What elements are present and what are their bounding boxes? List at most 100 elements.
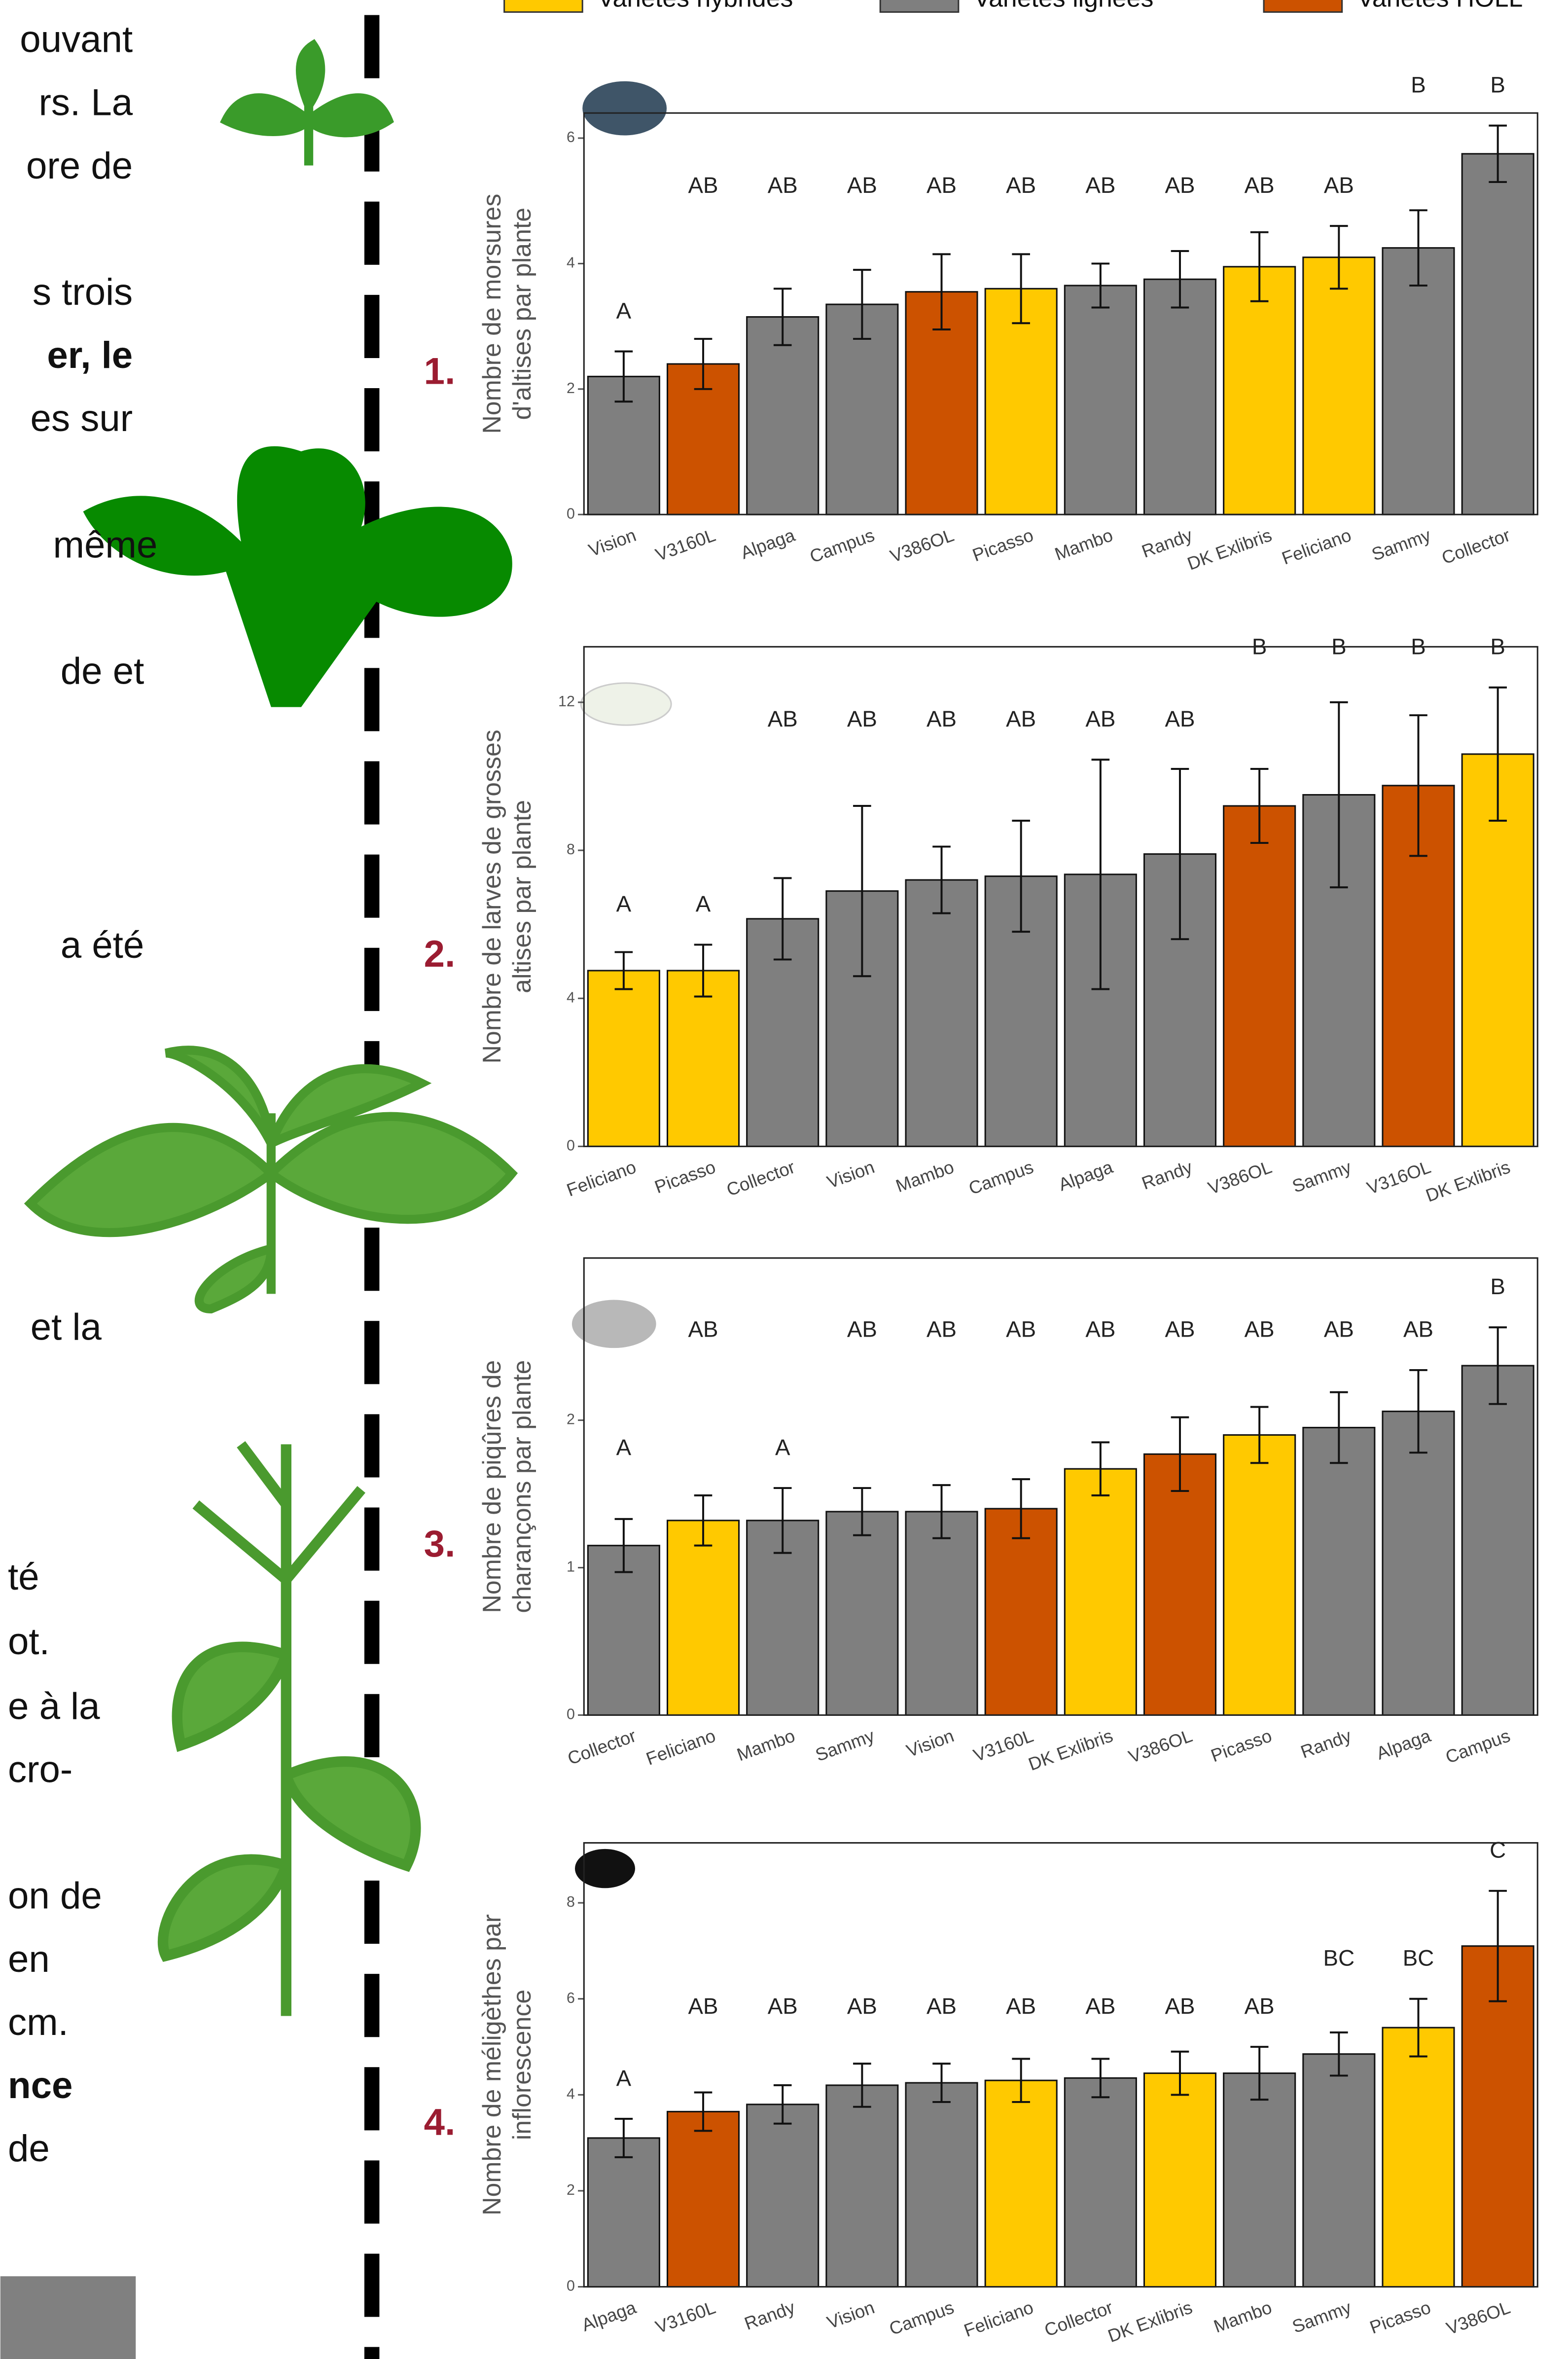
x-tick-label: Feliciano	[1279, 525, 1354, 569]
significance-letter: AB	[688, 1317, 718, 1342]
x-tick-label: V386OL	[888, 525, 957, 566]
error-bar	[932, 2063, 951, 2103]
bar	[1302, 2053, 1376, 2288]
bar	[1382, 247, 1455, 515]
x-tick-label: V386OL	[1444, 2297, 1513, 2338]
significance-letter: AB	[1165, 1994, 1195, 2019]
significance-letter: AB	[1245, 1317, 1275, 1342]
side-text: nce	[8, 2065, 72, 2106]
x-tick-label: Alpaga	[1374, 1725, 1434, 1764]
error-bar	[1409, 714, 1427, 857]
error-bar	[773, 1487, 792, 1554]
significance-letter: AB	[768, 706, 798, 731]
x-tick-label: Randy	[1298, 1725, 1354, 1762]
y-axis-label: charançons par plante	[507, 1360, 536, 1613]
y-tick-label: 2	[567, 1411, 575, 1428]
y-tick-label: 12	[558, 693, 575, 710]
legend-swatch	[1263, 0, 1343, 13]
bar	[1223, 2072, 1296, 2288]
bar	[1223, 1434, 1296, 1716]
bar	[746, 316, 820, 515]
error-bar	[1250, 2046, 1269, 2101]
plot-frame	[583, 1257, 1538, 1716]
x-tick-label: Collector	[724, 1157, 798, 1200]
error-bar	[1250, 231, 1269, 302]
side-text: a été	[61, 924, 144, 966]
bar	[1461, 153, 1534, 515]
significance-letter: AB	[1085, 1317, 1115, 1342]
side-text: ouvant	[20, 19, 133, 61]
error-bar	[1012, 1478, 1030, 1539]
error-bar	[694, 2091, 713, 2132]
x-tick-label: Vision	[586, 525, 639, 560]
y-tick-label: 6	[567, 1990, 575, 2006]
side-text: cm.	[8, 2001, 69, 2043]
significance-letter: AB	[927, 706, 957, 731]
error-bar	[1489, 1889, 1507, 2002]
y-axis-label: Nombre de piqûres de	[477, 1360, 506, 1613]
significance-letter: AB	[1006, 1994, 1036, 2019]
bar	[587, 2137, 660, 2288]
bar	[984, 2079, 1058, 2288]
insect-icons	[571, 81, 672, 1888]
legend-label: Variétés hybrides	[598, 0, 793, 12]
error-bar	[932, 1484, 951, 1539]
error-bar	[694, 944, 713, 998]
significance-letter: AB	[1324, 173, 1354, 198]
bar	[905, 2082, 978, 2288]
side-text: cro-	[8, 1748, 72, 1790]
plot-frame	[583, 646, 1538, 1147]
side-text: ot.	[8, 1621, 50, 1663]
x-tick-label: Feliciano	[564, 1157, 639, 1200]
x-tick-label: Mambo	[893, 1157, 957, 1196]
significance-letter: A	[616, 891, 632, 916]
y-tick-label: 2	[567, 2181, 575, 2198]
y-tick-label: 0	[567, 505, 575, 522]
x-tick-label: Picasso	[652, 1157, 718, 1197]
bar	[1302, 1426, 1376, 1716]
error-bar	[1091, 759, 1110, 990]
y-tick-label: 4	[567, 2085, 575, 2102]
x-tick-label: Sammy	[813, 1725, 877, 1765]
x-tick-label: V386OL	[1126, 1725, 1195, 1767]
x-tick-label: Alpaga	[1056, 1157, 1116, 1195]
significance-letter: A	[616, 298, 632, 323]
bar	[984, 288, 1058, 515]
significance-letter: AB	[768, 1994, 798, 2019]
error-bar	[614, 2118, 633, 2158]
error-bar	[1012, 820, 1030, 933]
y-tick-label: 0	[567, 1706, 575, 1722]
x-tick-label: V316OL	[1364, 1157, 1433, 1198]
significance-letter: AB	[688, 173, 718, 198]
y-tick-label: 4	[567, 254, 575, 271]
significance-letter: A	[775, 1435, 790, 1460]
side-text: té	[8, 1556, 39, 1598]
bar	[1302, 256, 1376, 515]
bar	[905, 879, 978, 1147]
side-text: er, le	[47, 334, 133, 376]
error-bar	[1489, 686, 1507, 822]
significance-letter: BC	[1323, 1946, 1355, 1971]
error-bar	[853, 2063, 871, 2108]
significance-letter: A	[616, 1435, 632, 1460]
y-axis-label: d'altises par plante	[507, 208, 536, 420]
bar	[1223, 805, 1296, 1147]
side-text: et la	[31, 1307, 102, 1348]
y-axis-label: inflorescence	[507, 1990, 536, 2140]
error-bar	[614, 951, 633, 990]
x-tick-label: Randy	[1139, 1157, 1195, 1194]
significance-letter: AB	[1245, 173, 1275, 198]
significance-letter: AB	[1403, 1317, 1433, 1342]
error-bar	[694, 1494, 713, 1547]
y-tick-label: 4	[567, 989, 575, 1006]
x-tick-label: Campus	[807, 525, 877, 567]
significance-letter: AB	[1085, 1994, 1115, 2019]
significance-letter: AB	[1006, 706, 1036, 731]
significance-letter: AB	[847, 1317, 877, 1342]
x-tick-label: V386OL	[1205, 1157, 1274, 1198]
error-bar	[773, 877, 792, 961]
x-tick-label: Sammy	[1289, 2297, 1354, 2337]
y-tick-label: 8	[567, 841, 575, 858]
bar	[666, 1520, 740, 1716]
